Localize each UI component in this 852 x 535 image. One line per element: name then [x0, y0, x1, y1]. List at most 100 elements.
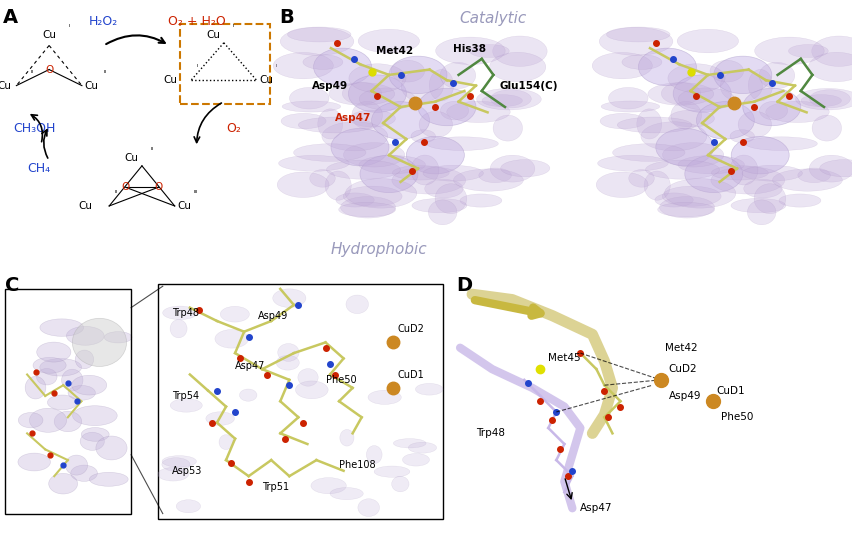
Ellipse shape — [358, 499, 379, 516]
Ellipse shape — [295, 381, 328, 399]
Ellipse shape — [66, 455, 88, 475]
Text: Trp54: Trp54 — [171, 391, 199, 401]
Ellipse shape — [657, 202, 714, 217]
Ellipse shape — [426, 137, 498, 150]
Ellipse shape — [359, 156, 425, 174]
Ellipse shape — [104, 332, 132, 343]
Ellipse shape — [811, 115, 841, 141]
Ellipse shape — [591, 52, 652, 79]
Ellipse shape — [418, 111, 452, 137]
Ellipse shape — [446, 101, 509, 123]
Ellipse shape — [745, 137, 816, 150]
Ellipse shape — [754, 37, 823, 65]
Ellipse shape — [89, 472, 128, 486]
Text: ᴵ: ᴵ — [232, 23, 233, 32]
Ellipse shape — [338, 202, 395, 217]
Ellipse shape — [621, 55, 661, 70]
Ellipse shape — [360, 155, 417, 193]
Text: O₂ + H₂O: O₂ + H₂O — [168, 15, 225, 28]
Ellipse shape — [664, 179, 735, 208]
Text: Cu: Cu — [84, 81, 99, 90]
Ellipse shape — [37, 342, 71, 362]
Ellipse shape — [326, 160, 400, 179]
Ellipse shape — [809, 90, 849, 108]
Ellipse shape — [402, 454, 429, 466]
Text: Asp53: Asp53 — [171, 466, 202, 476]
Ellipse shape — [628, 170, 653, 187]
Ellipse shape — [81, 427, 109, 441]
Text: Asp49: Asp49 — [257, 311, 288, 320]
Ellipse shape — [601, 101, 659, 112]
Ellipse shape — [676, 29, 738, 53]
Ellipse shape — [18, 453, 50, 471]
Text: H₂O₂: H₂O₂ — [89, 15, 118, 28]
Ellipse shape — [325, 171, 351, 200]
Text: O: O — [154, 182, 162, 192]
Ellipse shape — [743, 179, 781, 198]
Ellipse shape — [440, 62, 475, 89]
Ellipse shape — [393, 439, 425, 448]
Ellipse shape — [746, 200, 775, 225]
Ellipse shape — [758, 101, 786, 120]
Ellipse shape — [659, 196, 714, 218]
Ellipse shape — [795, 88, 852, 110]
Ellipse shape — [429, 70, 453, 101]
Text: CuD2: CuD2 — [397, 324, 424, 334]
Ellipse shape — [37, 369, 57, 385]
Text: ᴵᴵ: ᴵᴵ — [114, 189, 118, 198]
Text: Asp49: Asp49 — [312, 81, 348, 90]
Ellipse shape — [48, 395, 77, 410]
Ellipse shape — [617, 117, 691, 133]
Ellipse shape — [597, 155, 667, 171]
Ellipse shape — [408, 442, 436, 453]
Ellipse shape — [18, 412, 43, 428]
Ellipse shape — [220, 307, 249, 322]
Ellipse shape — [737, 111, 770, 137]
Ellipse shape — [359, 88, 415, 110]
Ellipse shape — [162, 458, 190, 471]
Text: CuD2: CuD2 — [668, 364, 696, 374]
Ellipse shape — [339, 430, 354, 446]
Ellipse shape — [49, 473, 78, 494]
Ellipse shape — [281, 113, 325, 129]
Text: His38: His38 — [452, 43, 485, 54]
Ellipse shape — [302, 55, 343, 70]
Ellipse shape — [349, 110, 395, 127]
Text: O₂: O₂ — [227, 122, 241, 135]
Ellipse shape — [411, 155, 439, 185]
Text: Trp51: Trp51 — [262, 482, 289, 492]
Text: CH₄: CH₄ — [27, 162, 50, 175]
Ellipse shape — [711, 166, 768, 180]
Ellipse shape — [778, 194, 820, 207]
Ellipse shape — [469, 44, 509, 58]
Ellipse shape — [345, 179, 417, 208]
Ellipse shape — [371, 102, 429, 139]
Ellipse shape — [819, 159, 852, 177]
Text: Glu154(C): Glu154(C) — [498, 81, 557, 90]
Ellipse shape — [417, 88, 475, 126]
Ellipse shape — [389, 56, 446, 94]
Text: ᴵᴵ: ᴵᴵ — [104, 68, 106, 78]
Ellipse shape — [478, 168, 511, 182]
Text: ᴵ: ᴵ — [196, 63, 198, 72]
Text: Cu: Cu — [205, 30, 220, 40]
Ellipse shape — [71, 465, 97, 482]
Text: D: D — [456, 276, 472, 295]
Ellipse shape — [329, 83, 394, 105]
Ellipse shape — [672, 75, 730, 112]
Ellipse shape — [742, 88, 800, 126]
Ellipse shape — [158, 468, 188, 481]
Ellipse shape — [645, 160, 719, 179]
Ellipse shape — [424, 179, 463, 198]
Ellipse shape — [278, 343, 299, 361]
Ellipse shape — [800, 95, 840, 106]
Ellipse shape — [636, 109, 661, 139]
Text: CH₃OH: CH₃OH — [14, 122, 56, 135]
Ellipse shape — [423, 165, 483, 181]
Text: Asp49: Asp49 — [668, 391, 700, 401]
Ellipse shape — [753, 184, 785, 213]
Ellipse shape — [668, 110, 714, 127]
Ellipse shape — [273, 52, 333, 79]
Text: O: O — [121, 182, 130, 192]
Ellipse shape — [662, 143, 723, 167]
